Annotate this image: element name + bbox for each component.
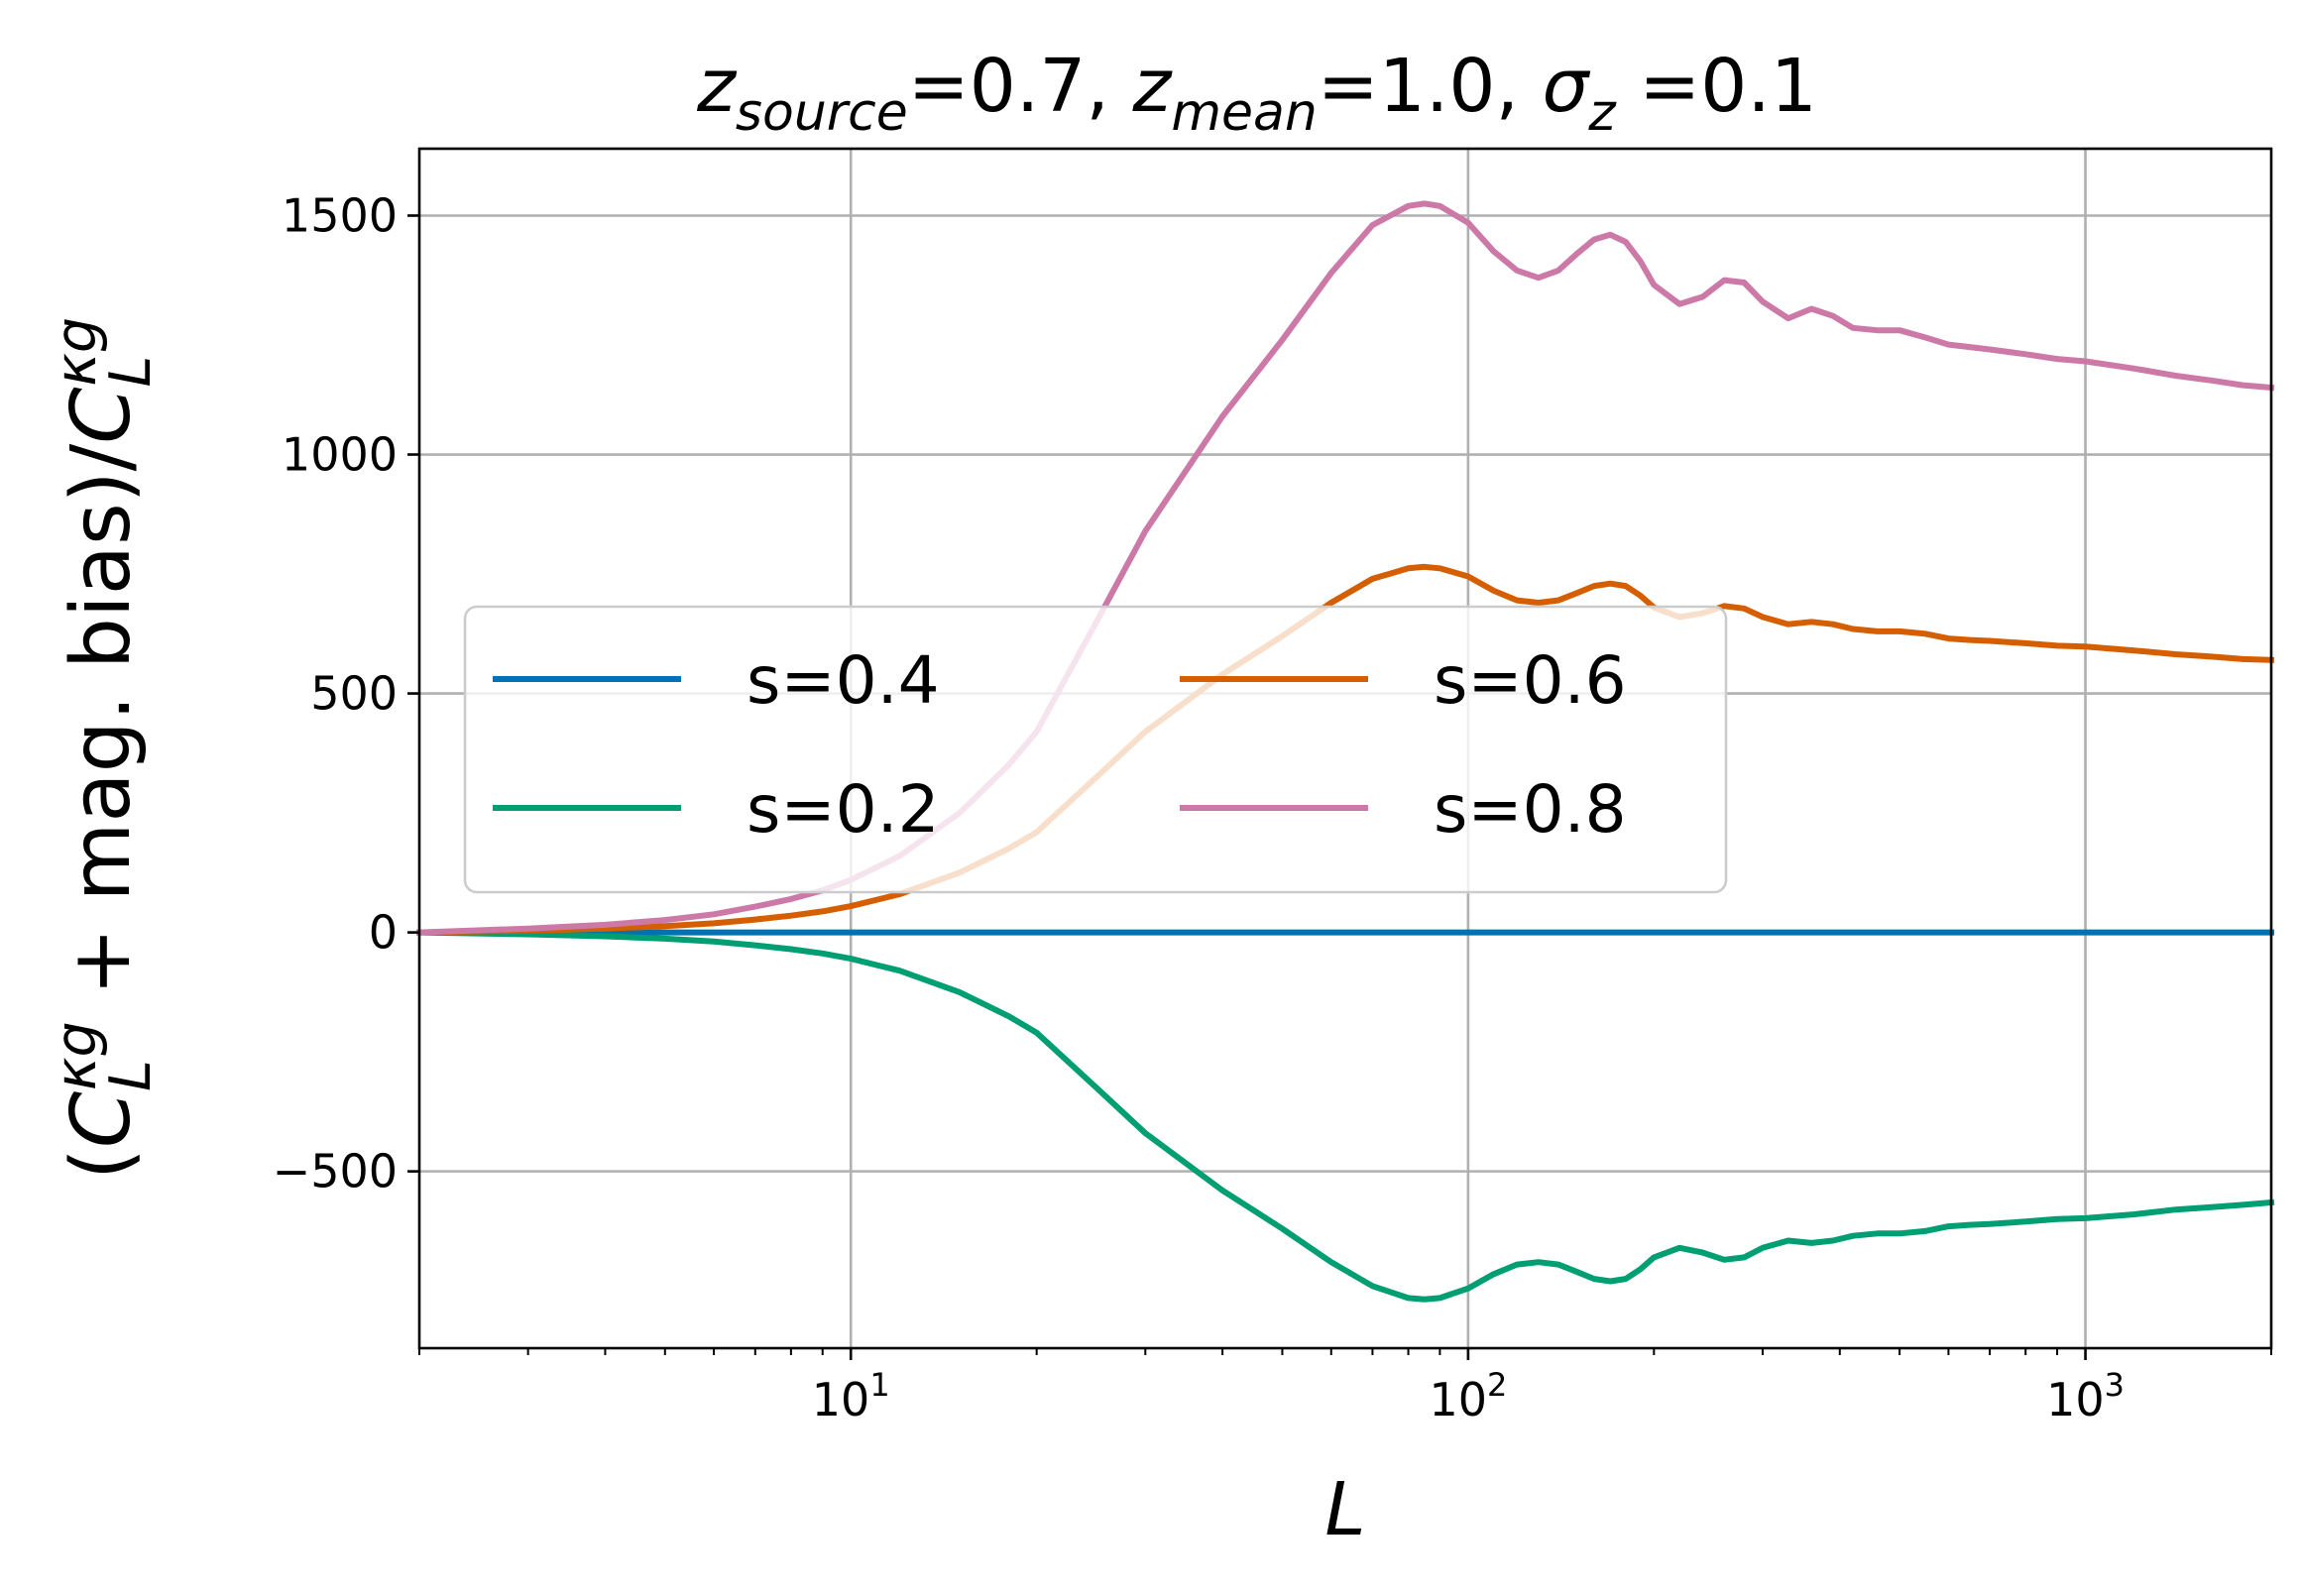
y-tick-label: 0 — [369, 906, 398, 960]
legend: s=0.4 s=0.2 s=0.6 s=0.8 — [463, 605, 1728, 894]
legend-label: s=0.2 — [747, 771, 940, 848]
text-part: z — [1587, 83, 1617, 143]
text-part: L — [98, 1060, 164, 1091]
chart-title: zsource=0.7, zmean=1.0, σz =0.1 — [696, 44, 1817, 143]
x-tick-label: 103 — [2046, 1366, 2125, 1426]
text-part: κg — [44, 317, 109, 387]
text-part: z — [1131, 44, 1173, 129]
text-part: ( — [55, 1148, 149, 1180]
text-part: =0.7, — [908, 44, 1133, 129]
legend-entry: s=0.2 — [493, 771, 940, 848]
text-part: mean — [1171, 83, 1317, 143]
legend-label: s=0.8 — [1434, 771, 1627, 848]
text-part: κg — [44, 1021, 109, 1090]
legend-label: s=0.6 — [1434, 642, 1627, 719]
legend-entry: s=0.6 — [1180, 642, 1627, 719]
text-part: C — [55, 1091, 149, 1148]
legend-entry: s=0.8 — [1180, 771, 1627, 848]
axis-ticks: 1500 1000 500 0 −500 101 102 103 — [273, 188, 2272, 1426]
x-tick-label: 101 — [812, 1366, 890, 1426]
y-tick-label: 1500 — [282, 188, 398, 242]
text-part: z — [696, 44, 738, 129]
y-tick-label: 1000 — [282, 428, 398, 482]
x-axis-label: L — [1324, 1467, 1365, 1552]
x-tick-label: 102 — [1429, 1366, 1507, 1426]
legend-entry: s=0.4 — [493, 642, 940, 719]
y-axis-label: (CLκg + mag. bias)/CLκg — [44, 317, 164, 1180]
text-part: + mag. bias)/ — [55, 443, 149, 1021]
y-tick-label: 500 — [310, 667, 398, 721]
text-part: L — [98, 356, 164, 388]
text-part: =0.1 — [1616, 44, 1817, 129]
plot-frame — [417, 147, 2273, 1350]
y-tick-label: −500 — [273, 1145, 398, 1198]
legend-box — [463, 605, 1728, 894]
legend-label: s=0.4 — [747, 642, 940, 719]
text-part: σ — [1543, 44, 1591, 129]
text-part: =1.0, — [1318, 44, 1543, 129]
text-part: C — [55, 387, 149, 443]
text-part: source — [736, 83, 908, 143]
series-line-s-0-2 — [415, 929, 2275, 1303]
